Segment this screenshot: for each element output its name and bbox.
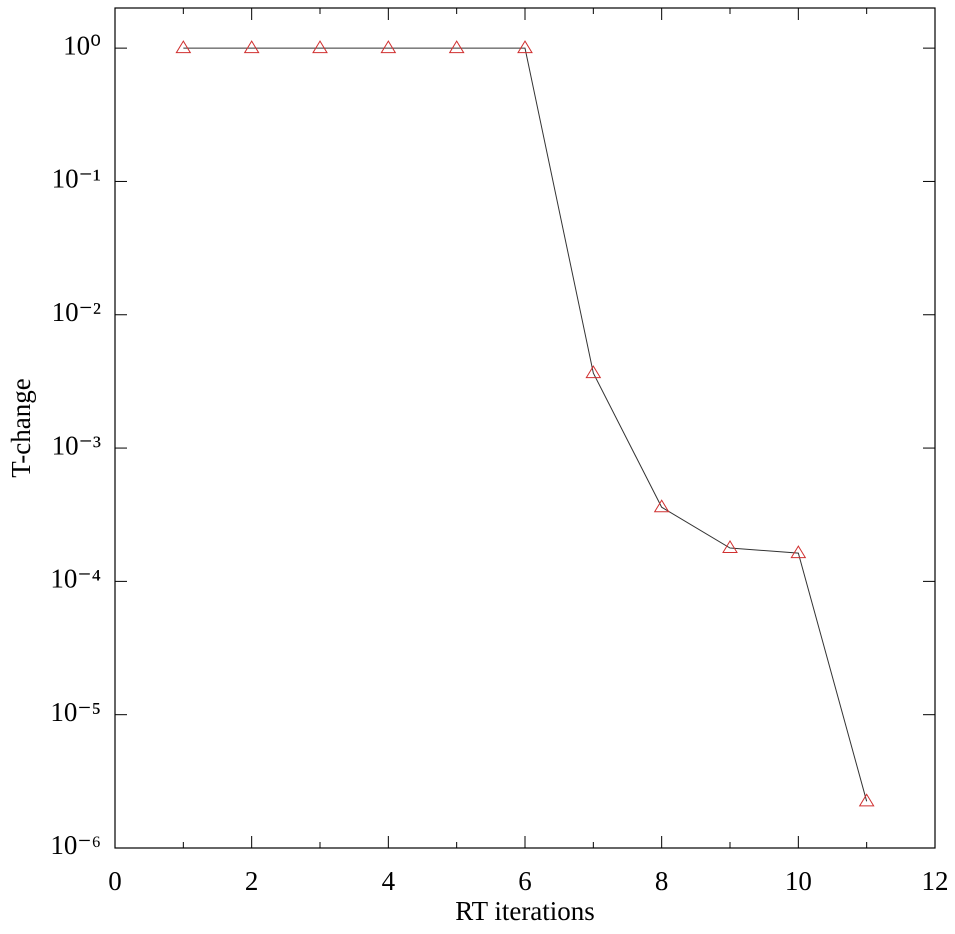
x-tick-label: 12 — [922, 866, 949, 896]
marker — [243, 40, 260, 54]
x-tick-label: 0 — [108, 866, 122, 896]
x-tick-label: 2 — [245, 866, 259, 896]
x-tick-label: 4 — [382, 866, 396, 896]
marker — [790, 545, 807, 559]
plot-frame — [114, 7, 936, 849]
y-axis-label: T-change — [6, 378, 36, 477]
y-tick-label: 10⁻² — [52, 297, 101, 327]
marker — [517, 40, 533, 54]
x-tick-label: 8 — [655, 866, 669, 896]
x-axis-label: RT iterations — [455, 896, 595, 926]
y-tick-label: 10⁻⁵ — [50, 697, 101, 727]
marker — [448, 40, 465, 54]
x-tick-label: 6 — [518, 866, 532, 896]
marker — [585, 365, 602, 379]
series-line — [183, 47, 868, 802]
y-tick-label: 10⁰ — [63, 30, 101, 60]
y-tick-label: 10⁻¹ — [52, 164, 101, 194]
marker — [175, 40, 192, 54]
y-tick-label: 10⁻⁴ — [50, 564, 101, 594]
marker — [312, 40, 328, 54]
marker — [858, 793, 875, 807]
marker — [653, 499, 670, 513]
y-tick-label: 10⁻³ — [52, 430, 101, 460]
x-tick-label: 10 — [785, 866, 812, 896]
marker — [380, 40, 397, 54]
y-tick-label: 10⁻⁶ — [50, 830, 101, 860]
marker — [722, 540, 738, 554]
